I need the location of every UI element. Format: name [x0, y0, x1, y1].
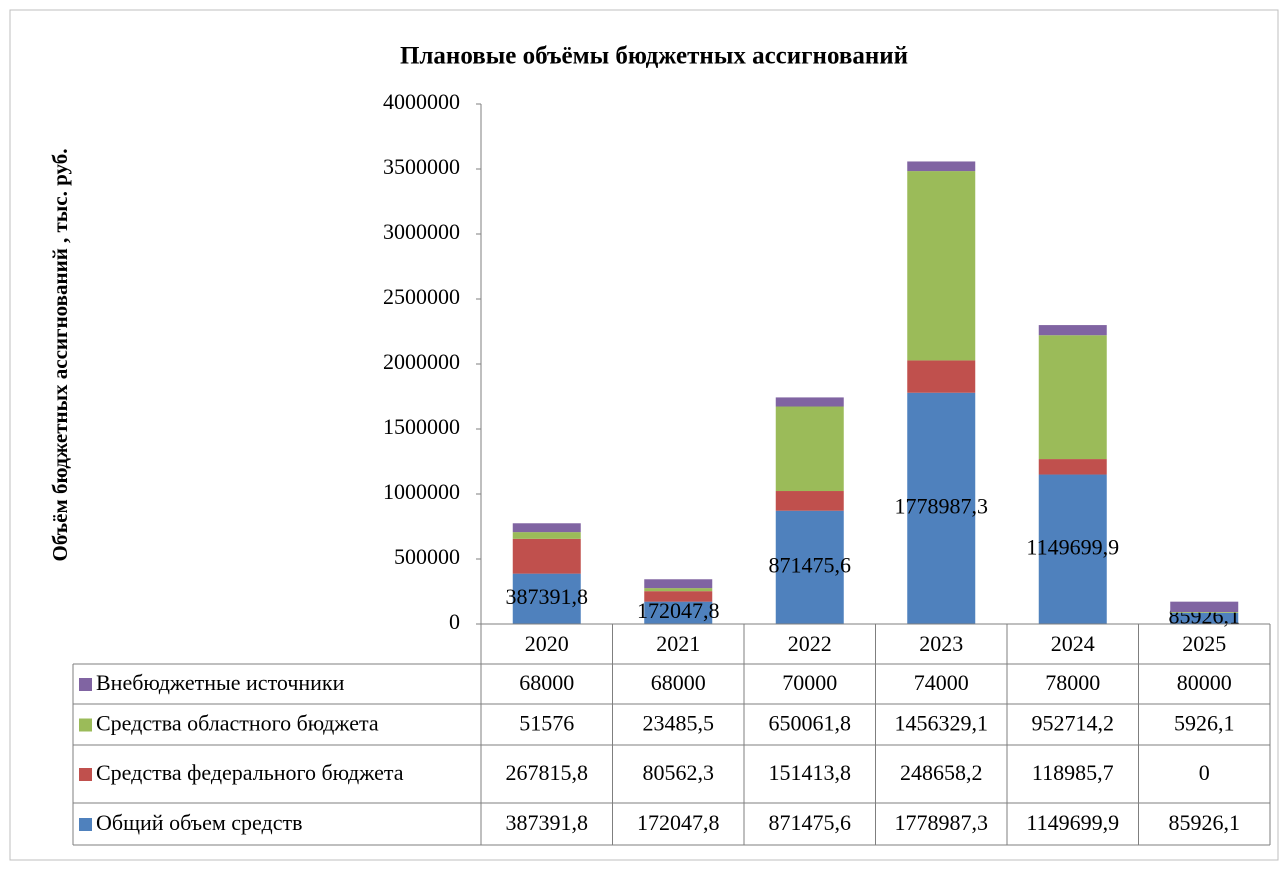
bar-segment	[907, 392, 976, 624]
legend-label: Общий объем средств	[96, 810, 302, 835]
table-cell: 68000	[651, 670, 706, 695]
legend-label: Средства областного бюджета	[96, 711, 379, 736]
y-tick-label: 3000000	[383, 219, 460, 244]
data-label: 172047,8	[637, 598, 720, 623]
bar-segment	[1170, 612, 1239, 624]
table-cell: 172047,8	[637, 810, 720, 835]
bar-segment	[512, 532, 581, 539]
table-cell: 70000	[782, 670, 837, 695]
table-cell: 78000	[1045, 670, 1100, 695]
table-cell: 5926,1	[1174, 711, 1235, 736]
bar-segment	[1170, 601, 1239, 613]
legend-key	[79, 818, 92, 831]
table-cell: 248658,2	[900, 760, 983, 785]
bar-segment	[644, 601, 713, 624]
y-tick-label: 2000000	[383, 349, 460, 374]
bar-segment	[907, 360, 976, 393]
table-cell: 387391,8	[506, 810, 589, 835]
legend-label: Внебюджетные источники	[96, 670, 345, 695]
bar-segment	[907, 161, 976, 172]
legend-label: Средства федерального бюджета	[96, 760, 404, 785]
bar-segment	[1038, 474, 1107, 624]
y-tick-label: 2500000	[383, 284, 460, 309]
table-cell: 1149699,9	[1026, 810, 1119, 835]
table-cell: 68000	[519, 670, 574, 695]
x-tick-label: 2020	[525, 631, 569, 656]
y-tick-label: 4000000	[383, 89, 460, 114]
data-label: 1149699,9	[1026, 534, 1119, 559]
table-cell: 51576	[519, 711, 574, 736]
table-cell: 80562,3	[643, 760, 715, 785]
y-tick-label: 1500000	[383, 414, 460, 439]
bar-segment	[644, 591, 713, 602]
x-tick-label: 2021	[656, 631, 700, 656]
table-cell: 871475,6	[769, 810, 852, 835]
table-cell: 0	[1199, 760, 1210, 785]
x-tick-label: 2023	[919, 631, 963, 656]
data-label: 387391,8	[506, 584, 589, 609]
x-tick-label: 2025	[1182, 631, 1226, 656]
bar-segment	[512, 523, 581, 533]
bar-segment	[775, 397, 844, 407]
y-tick-label: 0	[449, 609, 460, 634]
table-cell: 151413,8	[769, 760, 852, 785]
x-tick-label: 2022	[788, 631, 832, 656]
bar-segment	[775, 406, 844, 492]
table-cell: 23485,5	[643, 711, 715, 736]
y-tick-label: 3500000	[383, 154, 460, 179]
bar-segment	[644, 588, 713, 592]
bar-segment	[1038, 335, 1107, 460]
bar-segment	[907, 171, 976, 361]
bar-segment	[644, 579, 713, 589]
y-axis-label: Объём бюджетных ассигнований , тыс. руб.	[48, 149, 72, 562]
table-cell: 118985,7	[1032, 760, 1114, 785]
legend-key	[79, 768, 92, 781]
bar-segment	[1038, 459, 1107, 475]
table-cell: 1778987,3	[895, 810, 989, 835]
legend-key	[79, 718, 92, 732]
bar-segment	[1038, 325, 1107, 336]
y-tick-label: 1000000	[383, 479, 460, 504]
bar-segment	[775, 510, 844, 624]
y-tick-label: 500000	[394, 544, 460, 569]
table-cell: 267815,8	[506, 760, 589, 785]
table-cell: 1456329,1	[895, 711, 989, 736]
table-cell: 952714,2	[1032, 711, 1115, 736]
table-cell: 85926,1	[1169, 810, 1241, 835]
table-cell: 74000	[914, 670, 969, 695]
chart-title: Плановые объёмы бюджетных ассигнований	[400, 43, 908, 70]
bar-segment	[512, 573, 581, 624]
table-cell: 80000	[1177, 670, 1232, 695]
data-label: 871475,6	[769, 552, 852, 577]
bar-segment	[1170, 612, 1239, 613]
x-tick-label: 2024	[1051, 631, 1095, 656]
bar-segment	[775, 491, 844, 511]
legend-key	[79, 678, 92, 691]
data-label: 1778987,3	[895, 493, 989, 518]
bar-segment	[512, 538, 581, 574]
table-cell: 650061,8	[769, 711, 852, 736]
